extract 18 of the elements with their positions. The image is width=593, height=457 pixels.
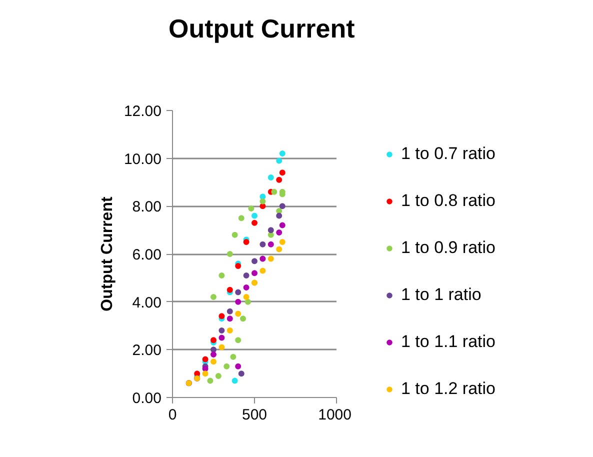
legend-label: 1 to 0.8 ratio xyxy=(401,191,496,211)
chart-title: Output Current xyxy=(168,14,356,44)
x-tick-label: 1000 xyxy=(318,406,352,424)
legend-label: 1 to 0.7 ratio xyxy=(401,144,496,164)
legend-label: 1 to 1 ratio xyxy=(401,285,482,305)
y-tick-label: 0.00 xyxy=(132,390,162,407)
legend-label: 1 to 1.2 ratio xyxy=(401,379,496,399)
y-tick-label: 6.00 xyxy=(132,246,162,264)
y-axis-title: Output Current xyxy=(98,196,116,312)
x-tick-label: 0 xyxy=(168,406,177,424)
y-tick-label: 2.00 xyxy=(132,342,162,360)
y-tick-label: 12.00 xyxy=(124,103,162,120)
y-tick-label: 8.00 xyxy=(132,198,162,216)
y-tick-label: 4.00 xyxy=(132,294,162,312)
legend-label: 1 to 0.9 ratio xyxy=(401,238,496,258)
x-tick-label: 500 xyxy=(242,406,268,424)
y-tick-label: 10.00 xyxy=(124,150,162,168)
legend-label: 1 to 1.1 ratio xyxy=(401,332,496,352)
